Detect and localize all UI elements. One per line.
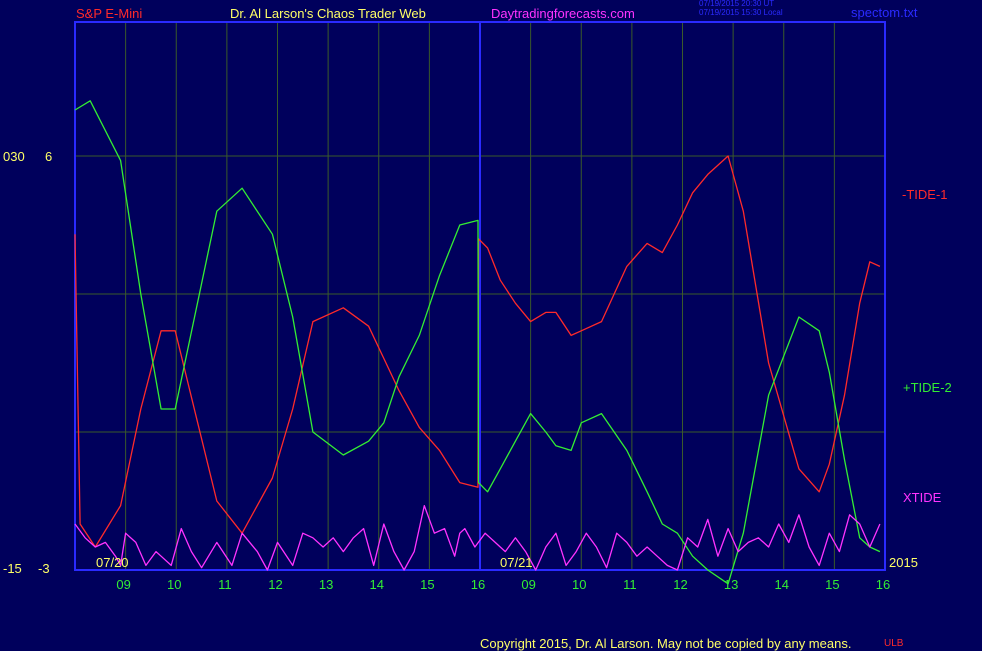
x-tick-label: 10 <box>572 577 586 592</box>
date-label-day2: 07/21 <box>500 555 533 570</box>
footer-mark: ULB <box>884 638 904 649</box>
x-tick-label: 12 <box>268 577 282 592</box>
legend-xtide: XTIDE <box>903 490 942 505</box>
x-tick-label: 11 <box>218 577 232 592</box>
x-tick-label: 15 <box>825 577 839 592</box>
x-tick-label: 14 <box>369 577 383 592</box>
x-tick-label: 13 <box>724 577 738 592</box>
x-axis-hour-labels: 09 10 11 12 13 14 15 16 09 10 11 12 13 14 15 16 <box>116 577 890 592</box>
x-tick-label: 16 <box>876 577 890 592</box>
x-tick-label: 10 <box>167 577 181 592</box>
y-inner-bottom-label: -3 <box>38 561 50 576</box>
x-tick-label: 15 <box>420 577 434 592</box>
x-tick-label: 13 <box>319 577 333 592</box>
timestamp-ut: 07/19/2015 20:30 UT <box>699 0 775 8</box>
site-url-link[interactable]: Daytradingforecasts.com <box>491 6 635 21</box>
x-tick-label: 12 <box>673 577 687 592</box>
copyright-text: Copyright 2015, Dr. Al Larson. May not b… <box>480 636 852 651</box>
x-tick-label: 09 <box>521 577 535 592</box>
legend-tide2: +TIDE-2 <box>903 380 952 395</box>
series-line-tide2 <box>74 100 881 585</box>
y-inner-top-label: 6 <box>45 149 53 164</box>
series-line-tide1 <box>74 155 881 548</box>
y-outer-top-label: 030 <box>3 149 25 164</box>
date-label-day1: 07/20 <box>96 555 129 570</box>
x-tick-label: 11 <box>623 577 637 592</box>
timestamp-local: 07/19/2015 15:30 Local <box>699 8 783 17</box>
series-line-xtide <box>74 504 881 571</box>
x-tick-label: 09 <box>116 577 130 592</box>
y-outer-bottom-label: -15 <box>3 561 22 576</box>
series-lines <box>74 100 881 585</box>
year-label: 2015 <box>889 555 918 570</box>
site-name: Dr. Al Larson's Chaos Trader Web <box>230 6 426 21</box>
x-tick-label: 14 <box>774 577 788 592</box>
filename-label: spectom.txt <box>851 5 918 20</box>
x-tick-label: 16 <box>471 577 485 592</box>
instrument-title: S&P E-Mini <box>76 6 143 21</box>
legend-tide1: -TIDE-1 <box>902 187 948 202</box>
